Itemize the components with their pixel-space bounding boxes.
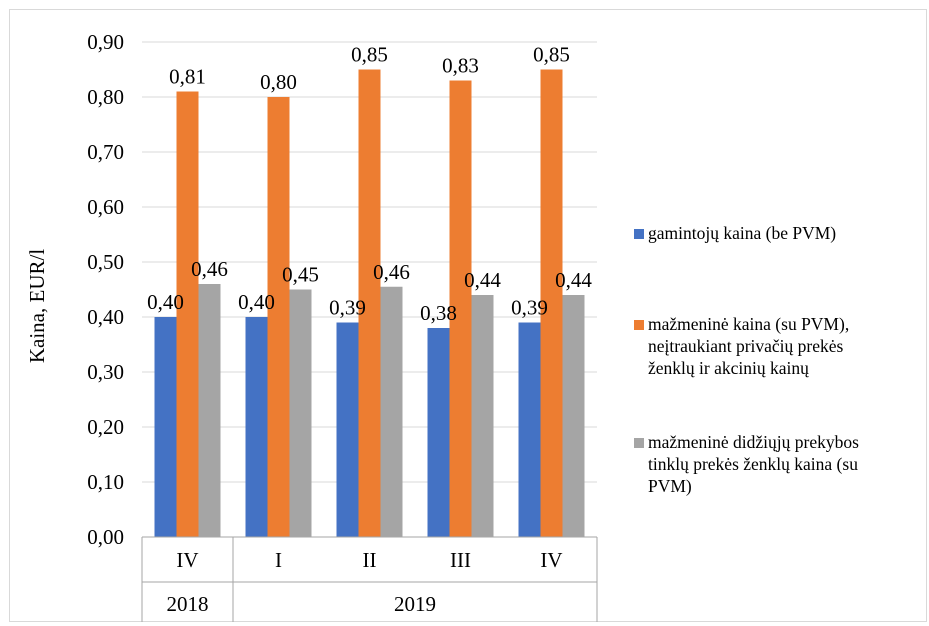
data-labels: 0,40 0,40 0,39 0,38 0,39 0,81 0,80 0,85 0,83 0,85… — [147, 43, 592, 326]
bars — [154, 69, 585, 537]
bar-series-3 — [289, 289, 312, 537]
legend-text-line: ženklų ir akcinių kainų — [648, 358, 809, 378]
data-label: 0,44 — [464, 268, 501, 292]
category-label: I — [275, 548, 282, 572]
category-label: IV — [540, 548, 562, 572]
y-tick-label: 0,80 — [87, 85, 124, 109]
legend-text-line: mažmeninė didžiųjų prekybos — [648, 432, 859, 452]
bar-series-1 — [154, 317, 177, 537]
bar-series-2 — [176, 91, 199, 537]
legend-text-line: mažmeninė kaina (su PVM), — [648, 314, 850, 334]
category-label: IV — [176, 548, 198, 572]
legend-text-line: PVM) — [648, 476, 692, 496]
bar-series-2 — [449, 80, 472, 537]
legend-swatch-icon — [634, 320, 644, 330]
legend-swatch-icon — [634, 229, 644, 239]
data-label: 0,45 — [282, 263, 319, 287]
y-tick-label: 0,20 — [87, 415, 124, 439]
legend-text: mažmeninė didžiųjų prekybos tinklų prekės… — [648, 431, 859, 497]
y-tick-label: 0,90 — [87, 30, 124, 54]
y-tick-label: 0,70 — [87, 140, 124, 164]
legend-item: gamintojų kaina (be PVM) — [634, 222, 924, 244]
bar-series-3 — [198, 284, 221, 537]
y-tick-label: 0,60 — [87, 195, 124, 219]
year-label: 2019 — [394, 592, 436, 616]
legend-text: gamintojų kaina (be PVM) — [648, 222, 836, 244]
data-label: 0,46 — [191, 257, 228, 281]
axes — [141, 536, 598, 622]
legend-text: mažmeninė kaina (su PVM), neįtraukiant pr… — [648, 313, 849, 379]
y-tick-labels: 0,00 0,10 0,20 0,30 0,40 0,50 0,60 0,70 0,80 0,90 — [87, 30, 124, 549]
data-label: 0,38 — [420, 301, 457, 325]
legend-item: mažmeninė didžiųjų prekybos tinklų prekės… — [634, 431, 924, 497]
bar-series-2 — [267, 97, 290, 537]
legend-swatch-icon — [634, 438, 644, 448]
data-label: 0,39 — [329, 296, 366, 320]
data-label: 0,44 — [555, 268, 592, 292]
data-label: 0,80 — [260, 70, 297, 94]
y-tick-label: 0,30 — [87, 360, 124, 384]
bar-series-3 — [471, 295, 494, 537]
y-tick-label: 0,10 — [87, 470, 124, 494]
data-label: 0,85 — [351, 43, 388, 67]
bar-series-1 — [427, 328, 450, 537]
category-label: III — [450, 548, 471, 572]
data-label: 0,46 — [373, 260, 410, 284]
data-label: 0,40 — [238, 290, 275, 314]
legend-text-line: tinklų prekės ženklų kaina (su — [648, 454, 858, 474]
bar-series-2 — [358, 69, 381, 537]
y-tick-label: 0,50 — [87, 250, 124, 274]
data-label: 0,83 — [442, 54, 479, 78]
year-label: 2018 — [167, 592, 209, 616]
data-label: 0,85 — [533, 43, 570, 67]
bar-series-3 — [562, 295, 585, 537]
bar-series-1 — [518, 322, 541, 537]
data-label: 0,39 — [511, 296, 548, 320]
legend-item: mažmeninė kaina (su PVM), neįtraukiant pr… — [634, 313, 924, 379]
y-tick-label: 0,00 — [87, 525, 124, 549]
bar-series-1 — [245, 317, 268, 537]
y-axis-label: Kaina, EUR/l — [25, 249, 49, 363]
bar-series-1 — [336, 322, 359, 537]
bar-series-3 — [380, 286, 403, 537]
bar-series-2 — [540, 69, 563, 537]
legend-text-line: neįtraukiant privačių prekės — [648, 336, 844, 356]
legend-text-line: gamintojų kaina (be PVM) — [648, 223, 837, 243]
y-tick-label: 0,40 — [87, 305, 124, 329]
category-label: II — [363, 548, 377, 572]
data-label: 0,81 — [169, 65, 206, 89]
data-label: 0,40 — [147, 290, 184, 314]
chart-border — [9, 9, 927, 622]
